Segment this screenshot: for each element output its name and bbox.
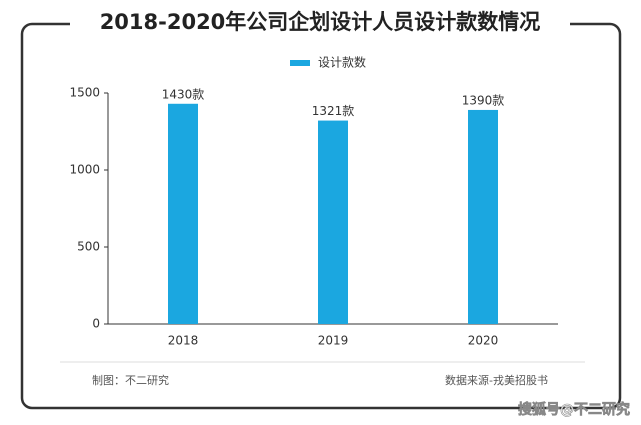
value-label: 1390款 bbox=[462, 93, 505, 107]
y-tick-label: 500 bbox=[77, 240, 100, 254]
value-label: 1321款 bbox=[312, 104, 355, 118]
x-tick-label: 2020 bbox=[468, 334, 499, 348]
y-tick-label: 0 bbox=[92, 317, 100, 331]
y-tick-label: 1000 bbox=[69, 163, 100, 177]
footer-right: 数据来源-戎美招股书 bbox=[445, 373, 548, 387]
x-tick-label: 2018 bbox=[168, 334, 199, 348]
legend-swatch bbox=[290, 60, 310, 66]
bar bbox=[468, 109, 498, 324]
value-label: 1430款 bbox=[162, 87, 205, 101]
title-background bbox=[70, 8, 570, 38]
footer-left: 制图：不二研究 bbox=[92, 373, 169, 387]
legend-label: 设计款数 bbox=[318, 55, 366, 70]
y-tick-label: 1500 bbox=[69, 86, 100, 100]
x-tick-label: 2019 bbox=[318, 334, 349, 348]
watermark: 搜狐号@不二研究 bbox=[518, 401, 630, 418]
bar bbox=[168, 103, 198, 324]
chart-title: 2018-2020年公司企划设计人员设计款数情况 bbox=[100, 10, 541, 34]
bar bbox=[318, 120, 348, 324]
